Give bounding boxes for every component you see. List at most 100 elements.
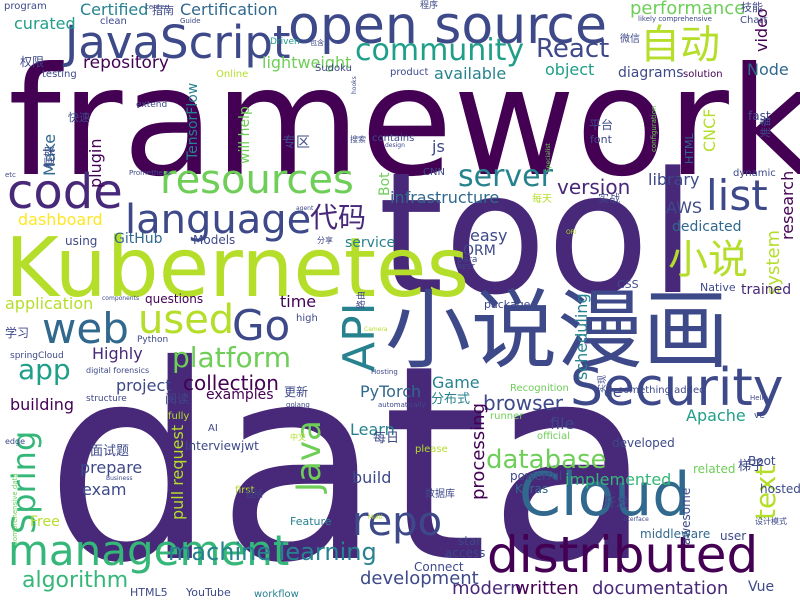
word: font <box>590 133 612 146</box>
word: testing <box>42 69 77 80</box>
word: repo <box>352 499 443 545</box>
word: configuration <box>650 105 658 152</box>
word: 小说漫画 <box>385 281 729 381</box>
word: interface <box>622 516 649 523</box>
word: Specialist <box>545 143 552 172</box>
word: 面试题 <box>90 444 130 459</box>
word: file <box>550 414 575 433</box>
word: API <box>334 302 385 372</box>
word: Sudoku <box>315 63 352 74</box>
word: 数据库 <box>425 489 455 500</box>
word: AWS <box>666 198 703 217</box>
word: easy <box>470 226 508 245</box>
word: management <box>8 526 290 575</box>
word: application <box>5 294 94 313</box>
word: related <box>693 462 736 476</box>
word: using <box>65 234 98 248</box>
word: distributed <box>487 526 759 584</box>
word: library <box>648 170 700 189</box>
word: 设计模式 <box>755 517 787 526</box>
word: used <box>138 297 235 343</box>
word: 专区 <box>282 135 310 151</box>
word: available <box>434 64 507 83</box>
word: prepare <box>80 458 143 477</box>
word: Highly <box>92 344 143 363</box>
word: curated <box>14 14 76 33</box>
word: Guide <box>180 17 201 25</box>
word: dashboard <box>18 210 103 229</box>
word: Free <box>30 514 60 530</box>
word: pull request <box>168 424 187 520</box>
word: Learn <box>350 420 395 439</box>
word: 开发 <box>603 496 630 511</box>
word: digital forensics <box>86 366 150 375</box>
word: Python <box>137 335 169 345</box>
word: package <box>484 298 531 311</box>
word: CNCF <box>700 108 719 152</box>
word: Java <box>289 420 329 492</box>
word: Connect <box>414 560 464 574</box>
word: build <box>352 468 392 487</box>
word: algorithm <box>22 568 129 593</box>
word: please <box>415 444 448 455</box>
word: machine learning <box>168 538 377 566</box>
word: data <box>45 307 654 600</box>
word: Keras <box>515 482 549 496</box>
word: plugin <box>86 138 105 188</box>
word: likely comprehensive <box>638 15 712 23</box>
word: solution <box>683 69 723 80</box>
word: star <box>458 534 482 548</box>
word: Security <box>570 358 784 418</box>
word: 准备 <box>759 116 772 138</box>
word: 小说 <box>668 237 748 283</box>
word: Recognition <box>510 383 569 394</box>
word: 包括 <box>245 490 264 500</box>
word: automatically <box>378 401 426 409</box>
word: hooks <box>351 76 358 94</box>
word: Camera <box>364 326 388 333</box>
word: REST <box>457 263 476 271</box>
word: open source <box>288 0 607 56</box>
word: 学习 <box>5 326 30 340</box>
word: first <box>235 485 255 496</box>
word: TensorFlow <box>185 82 201 160</box>
word: components <box>102 295 140 302</box>
word: something added <box>618 385 706 396</box>
word: fast <box>748 109 771 123</box>
word: 路由 <box>357 290 367 309</box>
word: Business <box>106 475 133 482</box>
word: collection <box>183 371 279 395</box>
word: powerful <box>510 469 563 483</box>
word: JavaScript <box>65 16 291 69</box>
word: Apache <box>686 406 746 425</box>
word: 权限 <box>20 55 45 69</box>
word: Certification <box>180 0 278 19</box>
word: examples <box>206 387 274 403</box>
word: 中文 <box>290 433 306 442</box>
word: product <box>390 67 429 78</box>
word: ve <box>754 411 765 421</box>
word: infrastructure <box>390 188 500 207</box>
word: 微信 <box>620 34 640 45</box>
word: comprehensive data <box>11 473 19 545</box>
word: browser <box>483 391 564 415</box>
word: Hosting <box>371 368 398 376</box>
word: community <box>355 33 525 68</box>
word: jwt <box>241 439 259 453</box>
word: implemented <box>565 470 672 489</box>
word: 阅读 <box>165 392 190 406</box>
word: 程序 <box>420 1 439 11</box>
word: high <box>296 313 318 324</box>
word: Native <box>700 281 736 294</box>
word: etc <box>5 171 16 179</box>
word: 实现 <box>598 374 608 393</box>
word: Game <box>432 373 480 392</box>
word: 指南 <box>152 4 174 17</box>
word: PyTorch <box>360 382 422 401</box>
word: 平台 <box>589 118 614 132</box>
word: 技能 <box>741 1 763 14</box>
word: trained <box>741 282 792 298</box>
word: golang <box>286 401 310 409</box>
word: performance <box>630 0 746 19</box>
